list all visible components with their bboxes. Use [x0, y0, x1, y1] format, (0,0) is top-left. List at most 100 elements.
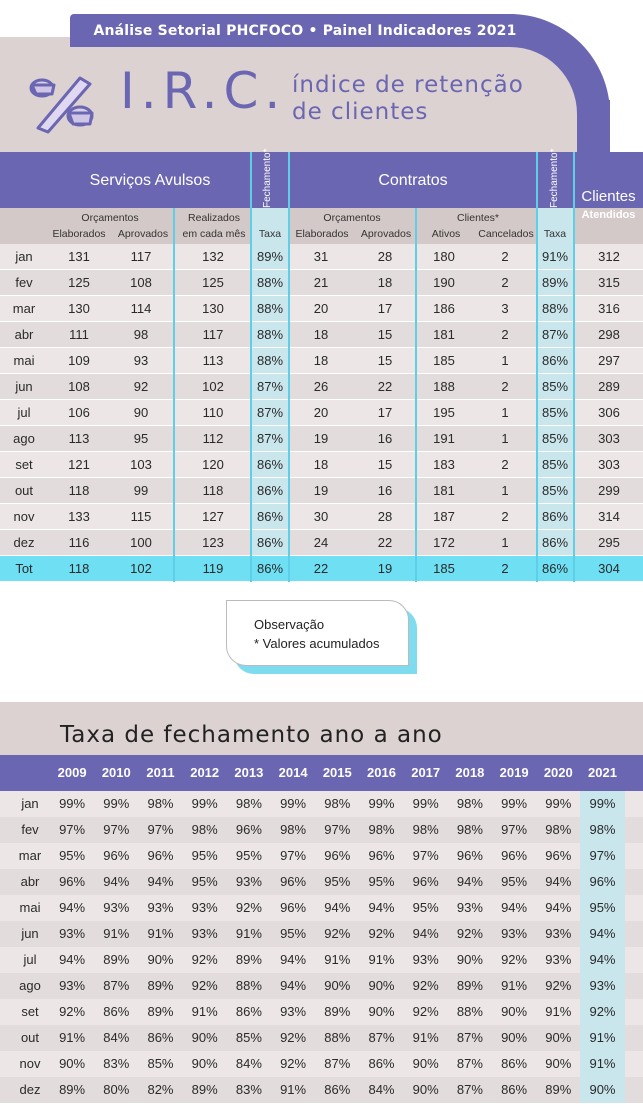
year-header: 2009 — [57, 765, 87, 780]
row-separator — [0, 581, 643, 582]
table-row: jul 94% 89% 90% 92% 89% 94% 91% 91% 93% 90% 92% 93% 9… — [0, 947, 643, 973]
table-row: fev 97% 97% 97% 98% 96% 98% 97% 98% 98% 98% 97% 98% 9… — [0, 817, 643, 843]
cell-elaborados-c: 21 — [313, 275, 329, 290]
note-text: * Valores acumulados — [254, 636, 380, 651]
cell-ativos: 187 — [433, 509, 455, 524]
cell-rate: 91% — [59, 1030, 86, 1045]
cell-rate: 94% — [103, 874, 130, 889]
cell-elaborados-c: 22 — [313, 561, 329, 576]
col-elaborados-c: Elaborados — [295, 228, 349, 240]
cell-month: jul — [23, 952, 37, 967]
cell-rate: 98% — [147, 796, 174, 811]
cell-rate: 96% — [412, 874, 439, 889]
col-realizados: Realizados — [188, 212, 240, 224]
cell-aprovados-c: 15 — [377, 327, 393, 342]
cell-rate: 92% — [280, 1056, 307, 1071]
cell-rate: 95% — [501, 874, 528, 889]
cell-rate: 91% — [412, 1030, 439, 1045]
cell-rate: 87% — [368, 1030, 395, 1045]
table-row: ago 113 95 112 87% 19 16 191 1 85% 303 — [0, 426, 643, 452]
divider — [536, 152, 538, 582]
year-header: 2019 — [499, 765, 529, 780]
cell-rate: 94% — [412, 926, 439, 941]
cell-rate: 91% — [280, 1082, 307, 1097]
cell-month: abr — [20, 874, 40, 889]
cell-aprovados: 93 — [133, 353, 149, 368]
cell-rate: 99% — [368, 796, 395, 811]
cell-rate: 92% — [368, 926, 395, 941]
cell-atendidos: 298 — [598, 327, 620, 342]
cell-taxa-sa: 86% — [252, 504, 288, 530]
cell-realizados: 102 — [202, 379, 224, 394]
cell-rate: 87% — [103, 978, 130, 993]
cell-realizados: 132 — [202, 249, 224, 264]
table-row: dez 89% 80% 82% 89% 83% 91% 86% 84% 90% 87% 86% 89% 9… — [0, 1077, 643, 1103]
row-separator — [0, 347, 643, 348]
year-header: 2011 — [146, 765, 175, 780]
subgroup-orcamentos-c: Orçamentos — [323, 212, 381, 224]
cell-month: mai — [13, 353, 35, 368]
group-atendidos: Atendidos — [581, 209, 636, 221]
cell-rate: 90% — [324, 978, 351, 993]
cell-rate: 98% — [456, 822, 483, 837]
cell-rate: 93% — [412, 952, 439, 967]
row-separator — [0, 269, 643, 270]
table-row: out 118 99 118 86% 19 16 181 1 85% 299 — [0, 478, 643, 504]
table-row: abr 111 98 117 88% 18 15 181 2 87% 298 — [0, 322, 643, 348]
table-row: set 121 103 120 86% 18 15 183 2 85% 303 — [0, 452, 643, 478]
cell-rate: 90% — [580, 1077, 625, 1103]
cell-elaborados: 118 — [68, 483, 90, 498]
cell-month: mai — [19, 900, 41, 915]
cell-elaborados: 109 — [68, 353, 90, 368]
cell-rate: 92% — [59, 1004, 86, 1019]
cell-realizados: 118 — [202, 483, 224, 498]
cell-aprovados-c: 17 — [377, 405, 393, 420]
cell-rate: 92% — [456, 926, 483, 941]
cell-aprovados-c: 15 — [377, 457, 393, 472]
cell-rate: 95% — [580, 895, 625, 921]
cell-rate: 93% — [59, 978, 86, 993]
cell-aprovados-c: 17 — [377, 301, 393, 316]
cell-elaborados-c: 31 — [313, 249, 329, 264]
table-row: nov 133 115 127 86% 30 28 187 2 86% 314 — [0, 504, 643, 530]
cell-month: set — [15, 457, 33, 472]
cell-rate: 89% — [324, 1004, 351, 1019]
cell-taxa-sa: 86% — [252, 530, 288, 556]
cell-rate: 90% — [456, 952, 483, 967]
cell-rate: 86% — [103, 1004, 130, 1019]
subtitle-line-1: índice de retenção — [292, 72, 524, 98]
cell-aprovados: 108 — [130, 275, 152, 290]
divider — [573, 152, 575, 582]
cell-taxa-c: 87% — [537, 322, 573, 348]
cell-month: ago — [19, 978, 41, 993]
year-header: 2013 — [234, 765, 264, 780]
cell-cancelados: 1 — [501, 405, 509, 420]
divider — [288, 152, 290, 582]
cell-rate: 94% — [501, 900, 528, 915]
cell-taxa-c: 85% — [537, 400, 573, 426]
row-separator — [0, 555, 643, 556]
year-table-title: Taxa de fechamento ano a ano — [60, 722, 443, 748]
cell-rate: 98% — [368, 822, 395, 837]
percent-icon — [29, 76, 94, 134]
cell-aprovados-c: 28 — [377, 509, 393, 524]
table-row: fev 125 108 125 88% 21 18 190 2 89% 315 — [0, 270, 643, 296]
cell-month: dez — [19, 1082, 41, 1097]
page-subtitle: índice de retenção de clientes — [292, 72, 524, 126]
table-row: set 92% 86% 89% 91% 86% 93% 89% 90% 92% 88% 90% 91% 9… — [0, 999, 643, 1025]
cell-cancelados: 1 — [501, 431, 509, 446]
col-realizados-mes: em cada mês — [182, 228, 246, 240]
row-separator — [0, 425, 643, 426]
cell-aprovados: 114 — [130, 301, 152, 316]
cell-cancelados: 3 — [501, 301, 509, 316]
cell-rate: 90% — [191, 1056, 218, 1071]
cell-taxa-sa: 86% — [252, 478, 288, 504]
cell-aprovados-c: 16 — [377, 483, 393, 498]
cell-rate: 90% — [501, 1030, 528, 1045]
cell-rate: 91% — [545, 1004, 572, 1019]
cell-rate: 98% — [280, 822, 307, 837]
cell-month: out — [20, 1030, 40, 1045]
cell-cancelados: 2 — [501, 457, 509, 472]
cell-month: jun — [15, 379, 33, 394]
cell-aprovados-c: 22 — [377, 535, 393, 550]
